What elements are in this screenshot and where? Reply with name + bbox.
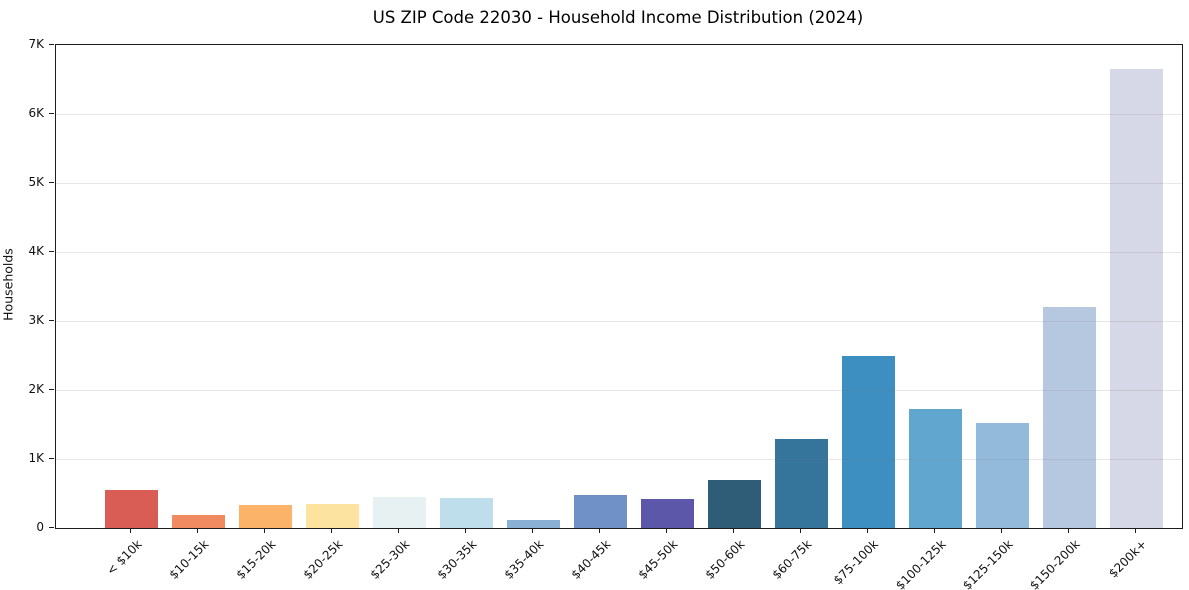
x-tick-label: $45-50k xyxy=(635,537,681,582)
y-tick-label: 7K xyxy=(28,37,44,51)
bar xyxy=(1109,69,1164,528)
x-tick-label: $20-25k xyxy=(300,537,346,582)
y-tick-mark xyxy=(49,388,54,390)
x-tick-label: $15-20k xyxy=(233,537,279,582)
x-tick-label: $200k+ xyxy=(1105,537,1150,581)
y-tick-label: 5K xyxy=(28,175,44,189)
x-tick-mark xyxy=(867,528,868,533)
bar xyxy=(640,499,695,528)
y-tick-label: 6K xyxy=(28,106,44,120)
y-tick-label: 1K xyxy=(28,451,44,465)
x-tick-label: $100-125k xyxy=(892,537,949,590)
y-tick-mark xyxy=(49,43,54,45)
x-tick-mark xyxy=(1068,528,1069,533)
plot-area xyxy=(55,44,1183,529)
y-tick-label: 3K xyxy=(28,313,44,327)
bars-layer xyxy=(56,45,1182,528)
bar xyxy=(841,355,896,528)
x-tick-mark xyxy=(398,528,399,533)
bar xyxy=(908,408,963,528)
x-tick-label: $150-200k xyxy=(1026,537,1083,590)
x-tick-label: $50-60k xyxy=(702,537,748,582)
x-tick-label: $10-15k xyxy=(166,537,212,582)
y-tick-mark xyxy=(49,526,54,528)
x-tick-mark xyxy=(130,528,131,533)
x-tick-label: $35-40k xyxy=(501,537,547,582)
x-tick-mark xyxy=(197,528,198,533)
x-tick-mark xyxy=(1135,528,1136,533)
x-tick-label: $40-45k xyxy=(568,537,614,582)
bar xyxy=(104,490,159,528)
x-tick-mark xyxy=(264,528,265,533)
y-tick-mark xyxy=(49,112,54,114)
y-tick-mark xyxy=(49,181,54,183)
y-tick-label: 0 xyxy=(36,520,44,534)
x-tick-mark xyxy=(666,528,667,533)
bar xyxy=(573,495,628,528)
x-tick-label: $60-75k xyxy=(769,537,815,582)
y-tick-label: 4K xyxy=(28,244,44,258)
x-tick-mark xyxy=(800,528,801,533)
bar xyxy=(774,439,829,528)
x-tick-mark xyxy=(733,528,734,533)
bar xyxy=(171,514,226,528)
y-tick-mark xyxy=(49,319,54,321)
bar xyxy=(975,423,1030,528)
bar xyxy=(305,503,360,528)
bar xyxy=(238,505,293,528)
x-tick-label: $25-30k xyxy=(367,537,413,582)
x-tick-label: $125-150k xyxy=(959,537,1016,590)
bar xyxy=(707,479,762,528)
y-tick-mark xyxy=(49,250,54,252)
bar xyxy=(1042,307,1097,528)
y-tick-mark xyxy=(49,457,54,459)
bar xyxy=(439,498,494,528)
x-tick-label: $30-35k xyxy=(434,537,480,582)
x-axis xyxy=(55,528,1181,536)
x-tick-mark xyxy=(1001,528,1002,533)
bar xyxy=(372,496,427,528)
x-tick-mark xyxy=(465,528,466,533)
x-tick-label: < $10k xyxy=(103,537,145,578)
x-tick-mark xyxy=(532,528,533,533)
y-axis: 0 1K 2K 3K 4K 5K 6K 7K xyxy=(0,37,55,534)
x-tick-label: $75-100k xyxy=(831,537,882,588)
y-tick-label: 2K xyxy=(28,382,44,396)
x-tick-mark xyxy=(934,528,935,533)
x-tick-mark xyxy=(599,528,600,533)
bar xyxy=(506,520,561,528)
x-tick-mark xyxy=(331,528,332,533)
chart-title: US ZIP Code 22030 - Household Income Dis… xyxy=(372,8,864,27)
